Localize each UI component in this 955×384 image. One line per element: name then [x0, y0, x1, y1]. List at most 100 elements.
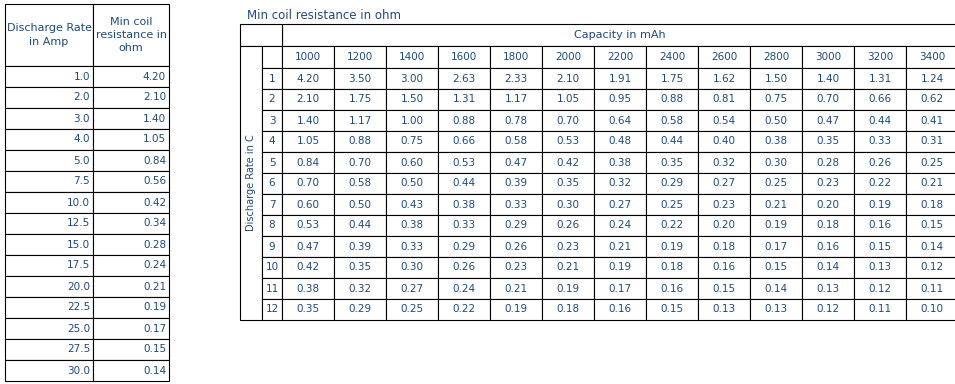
Text: 0.21: 0.21: [143, 281, 166, 291]
Text: 8: 8: [268, 220, 275, 230]
Bar: [854, 257, 906, 278]
Text: 1.62: 1.62: [712, 73, 735, 83]
Bar: [646, 89, 698, 110]
Bar: [386, 194, 438, 215]
Text: 0.38: 0.38: [400, 220, 424, 230]
Text: 0.23: 0.23: [504, 263, 527, 273]
Bar: [438, 194, 490, 215]
Bar: [594, 131, 646, 152]
Bar: [750, 110, 802, 131]
Text: 0.26: 0.26: [868, 157, 892, 167]
Bar: [490, 131, 542, 152]
Bar: [93, 234, 169, 255]
Text: 0.88: 0.88: [661, 94, 684, 104]
Bar: [438, 152, 490, 173]
Text: 0.70: 0.70: [557, 116, 580, 126]
Text: Discharge Rate in C: Discharge Rate in C: [246, 135, 256, 232]
Text: 0.56: 0.56: [143, 177, 166, 187]
Bar: [334, 46, 386, 68]
Bar: [5, 150, 93, 171]
Text: 1.17: 1.17: [349, 116, 371, 126]
Bar: [334, 257, 386, 278]
Bar: [93, 297, 169, 318]
Text: 7: 7: [268, 200, 275, 210]
Text: 0.17: 0.17: [143, 323, 166, 333]
Bar: [646, 299, 698, 320]
Text: 0.84: 0.84: [296, 157, 320, 167]
Bar: [438, 131, 490, 152]
Bar: [802, 152, 854, 173]
Bar: [490, 236, 542, 257]
Text: 0.17: 0.17: [608, 283, 631, 293]
Text: 1.91: 1.91: [608, 73, 631, 83]
Text: 0.50: 0.50: [400, 179, 423, 189]
Text: 1: 1: [268, 73, 275, 83]
Text: 1.50: 1.50: [400, 94, 424, 104]
Text: 0.12: 0.12: [921, 263, 944, 273]
Bar: [854, 110, 906, 131]
Bar: [594, 257, 646, 278]
Bar: [802, 89, 854, 110]
Text: 0.44: 0.44: [349, 220, 371, 230]
Bar: [490, 278, 542, 299]
Bar: [386, 278, 438, 299]
Bar: [698, 194, 750, 215]
Bar: [262, 299, 282, 320]
Text: 0.62: 0.62: [921, 94, 944, 104]
Bar: [542, 152, 594, 173]
Bar: [386, 299, 438, 320]
Bar: [906, 278, 955, 299]
Text: 0.39: 0.39: [504, 179, 527, 189]
Text: 0.70: 0.70: [817, 94, 839, 104]
Text: 0.33: 0.33: [453, 220, 476, 230]
Bar: [334, 173, 386, 194]
Text: 7.5: 7.5: [74, 177, 90, 187]
Bar: [334, 89, 386, 110]
Bar: [646, 68, 698, 89]
Bar: [5, 297, 93, 318]
Text: 0.14: 0.14: [764, 283, 788, 293]
Text: 0.11: 0.11: [868, 305, 892, 314]
Bar: [646, 257, 698, 278]
Text: 0.22: 0.22: [661, 220, 684, 230]
Text: 0.47: 0.47: [504, 157, 527, 167]
Text: 0.70: 0.70: [296, 179, 320, 189]
Bar: [386, 131, 438, 152]
Text: 1.05: 1.05: [143, 134, 166, 144]
Text: 2400: 2400: [659, 52, 685, 62]
Bar: [542, 131, 594, 152]
Text: 0.42: 0.42: [557, 157, 580, 167]
Text: 0.19: 0.19: [557, 283, 580, 293]
Bar: [802, 236, 854, 257]
Bar: [906, 89, 955, 110]
Bar: [5, 108, 93, 129]
Text: 0.12: 0.12: [868, 283, 892, 293]
Bar: [698, 152, 750, 173]
Text: 0.16: 0.16: [712, 263, 735, 273]
Bar: [262, 257, 282, 278]
Text: 0.22: 0.22: [453, 305, 476, 314]
Text: 0.13: 0.13: [764, 305, 788, 314]
Bar: [262, 215, 282, 236]
Bar: [5, 171, 93, 192]
Text: 0.58: 0.58: [504, 136, 527, 147]
Bar: [282, 152, 334, 173]
Bar: [802, 68, 854, 89]
Bar: [334, 236, 386, 257]
Text: 0.35: 0.35: [557, 179, 580, 189]
Text: 1600: 1600: [451, 52, 478, 62]
Text: 4.0: 4.0: [74, 134, 90, 144]
Bar: [262, 278, 282, 299]
Text: 1.40: 1.40: [143, 114, 166, 124]
Bar: [334, 194, 386, 215]
Text: 0.38: 0.38: [608, 157, 631, 167]
Text: 5: 5: [268, 157, 275, 167]
Bar: [334, 68, 386, 89]
Bar: [906, 215, 955, 236]
Text: 0.88: 0.88: [453, 116, 476, 126]
Bar: [802, 215, 854, 236]
Bar: [262, 89, 282, 110]
Text: 0.28: 0.28: [143, 240, 166, 250]
Bar: [438, 89, 490, 110]
Bar: [542, 173, 594, 194]
